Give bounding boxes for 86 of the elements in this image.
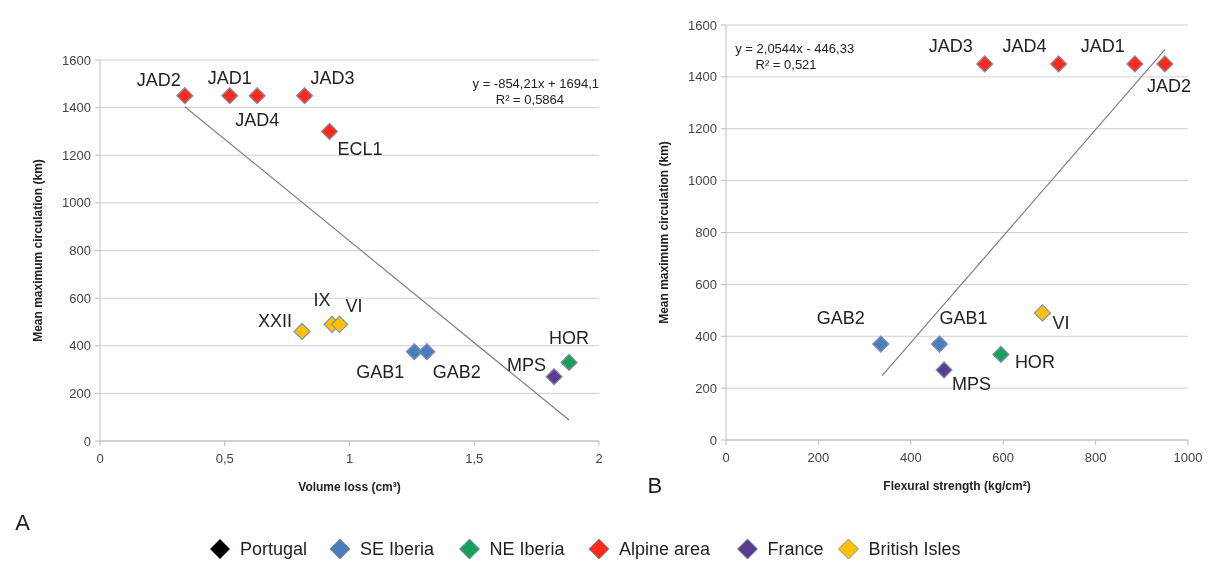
point [293, 322, 311, 341]
legend-label: SE Iberia [360, 539, 436, 560]
point [295, 87, 314, 105]
y-tick-label: 1400 [688, 69, 717, 85]
annotation: JAD4 [235, 109, 280, 130]
point [418, 343, 436, 361]
x-tick-label: 1000 [1173, 450, 1203, 465]
point [248, 87, 266, 105]
annotation: y = -854,21x + 1694,1 [472, 76, 599, 91]
y-tick-label: 1000 [62, 195, 91, 211]
legend-label: France [767, 539, 824, 560]
y-tick-label: 600 [69, 290, 91, 306]
annotation: JAD3 [310, 67, 355, 88]
annotation: JAD2 [136, 69, 181, 90]
point [545, 368, 563, 386]
y-tick-label: 200 [695, 380, 717, 396]
annotation: y = 2,0544x - 446,33 [735, 41, 855, 56]
point [1156, 55, 1174, 73]
y-tick-label: 1200 [688, 121, 717, 137]
point [872, 335, 890, 353]
annotation: JAD1 [1080, 35, 1125, 56]
point [320, 122, 339, 141]
annotation: MPS [507, 354, 547, 375]
y-tick-label: 200 [69, 385, 91, 401]
legend-label: NE Iberia [489, 539, 566, 560]
annotation: HOR [1014, 352, 1055, 373]
annotation: JAD4 [1002, 35, 1047, 56]
point [935, 361, 953, 379]
legend-label: British Isles [868, 539, 961, 560]
x-tick-label: 400 [899, 450, 922, 465]
annotation: GAB2 [816, 308, 865, 329]
annotation: JAD2 [1146, 75, 1191, 96]
x-tick-label: 0 [96, 451, 104, 466]
y-tick-label: 1600 [62, 52, 91, 68]
annotation: R² = 0,521 [755, 57, 817, 72]
point [1033, 304, 1052, 322]
legend-label: Portugal [240, 539, 308, 560]
annotation: JAD3 [928, 35, 973, 56]
annotation: GAB1 [356, 361, 405, 382]
point [1126, 55, 1144, 73]
y-axis-title: Mean maximum circulation (km) [31, 159, 45, 342]
annotation: IX [313, 290, 331, 311]
x-axis-title: Volume loss (cm³) [298, 480, 401, 494]
y-tick-label: 0 [709, 432, 717, 448]
y-tick-label: 1000 [688, 173, 717, 189]
point [930, 335, 949, 353]
annotation: R² = 0,5864 [495, 92, 565, 107]
annotation: XXII [258, 311, 293, 332]
annotation: MPS [952, 373, 992, 394]
point [1050, 55, 1068, 73]
point [560, 353, 578, 372]
y-tick-label: 400 [695, 328, 717, 344]
y-tick-label: 800 [69, 243, 91, 259]
text: A [15, 510, 31, 535]
point [976, 55, 994, 73]
x-tick-label: 0 [722, 450, 730, 465]
x-tick-label: 600 [992, 450, 1015, 465]
point [330, 315, 349, 333]
x-tick-label: 0,5 [215, 451, 234, 466]
annotation: VI [1052, 312, 1070, 333]
annotation: HOR [549, 328, 590, 349]
y-axis-title: Mean maximum circulation (km) [657, 141, 671, 324]
x-tick-label: 800 [1084, 450, 1107, 465]
annotation: GAB2 [432, 361, 481, 382]
y-tick-label: 800 [695, 225, 717, 241]
x-axis-title: Flexural strength (kg/cm²) [883, 479, 1031, 493]
point [221, 87, 239, 105]
y-tick-label: 600 [695, 276, 717, 292]
legend-label: Alpine area [619, 539, 712, 560]
point [992, 345, 1010, 364]
text: B [647, 473, 663, 498]
point [176, 87, 194, 105]
point [405, 343, 423, 361]
y-tick-label: 0 [83, 433, 91, 449]
y-tick-label: 1600 [688, 17, 717, 33]
y-tick-label: 1200 [62, 147, 91, 163]
annotation: JAD1 [207, 67, 252, 88]
annotation: VI [345, 296, 363, 317]
annotation: ECL1 [337, 139, 383, 160]
x-tick-label: 2 [595, 451, 603, 466]
x-tick-label: 1,5 [465, 451, 484, 466]
y-tick-label: 1400 [62, 100, 91, 116]
annotation: GAB1 [939, 308, 988, 329]
y-tick-label: 400 [69, 338, 91, 354]
x-tick-label: 1 [345, 451, 354, 466]
x-tick-label: 200 [807, 450, 830, 465]
